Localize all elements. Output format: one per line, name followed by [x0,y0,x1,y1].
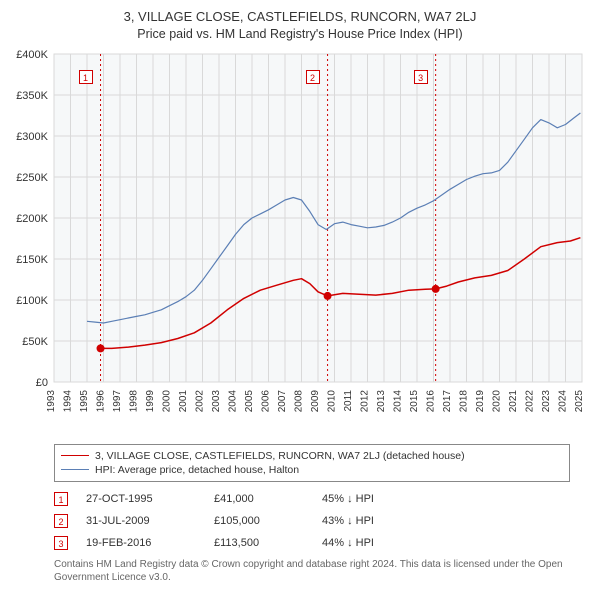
svg-text:£0: £0 [36,377,48,389]
svg-text:2024: 2024 [558,389,569,412]
transaction-price: £41,000 [214,493,304,505]
transaction-row: 1 27-OCT-1995 £41,000 45% ↓ HPI [54,488,570,510]
transaction-badge: 2 [54,514,68,528]
chart: £0 £50K £100K £150K £200K £250K £300K £350K £400… [10,48,590,438]
legend: 3, VILLAGE CLOSE, CASTLEFIELDS, RUNCORN,… [54,444,570,482]
svg-text:1994: 1994 [63,389,74,412]
legend-row: HPI: Average price, detached house, Halt… [61,463,563,477]
svg-text:2017: 2017 [442,389,453,412]
title-block: 3, VILLAGE CLOSE, CASTLEFIELDS, RUNCORN,… [10,8,590,44]
transaction-row: 3 19-FEB-2016 £113,500 44% ↓ HPI [54,532,570,554]
svg-text:2009: 2009 [310,389,321,412]
svg-text:1993: 1993 [46,389,57,412]
chart-marker-badge: 3 [414,70,428,84]
svg-text:2019: 2019 [475,389,486,412]
transactions-table: 1 27-OCT-1995 £41,000 45% ↓ HPI 2 31-JUL-2009… [54,488,570,554]
svg-text:2025: 2025 [574,389,585,412]
transaction-badge: 1 [54,492,68,506]
svg-text:2022: 2022 [525,389,536,412]
svg-text:2006: 2006 [261,389,272,412]
svg-text:£100K: £100K [16,295,48,307]
chart-marker-badge: 2 [306,70,320,84]
transaction-diff: 43% ↓ HPI [322,515,422,527]
svg-text:2008: 2008 [294,389,305,412]
legend-row: 3, VILLAGE CLOSE, CASTLEFIELDS, RUNCORN,… [61,449,563,463]
legend-swatch [61,469,89,470]
transaction-row: 2 31-JUL-2009 £105,000 43% ↓ HPI [54,510,570,532]
svg-text:2016: 2016 [426,389,437,412]
transaction-badge: 3 [54,536,68,550]
svg-text:1997: 1997 [112,389,123,412]
svg-text:£350K: £350K [16,90,48,102]
svg-text:2020: 2020 [492,389,503,412]
legend-label: 3, VILLAGE CLOSE, CASTLEFIELDS, RUNCORN,… [95,450,465,462]
svg-text:£200K: £200K [16,213,48,225]
svg-text:2011: 2011 [343,389,354,411]
svg-text:2013: 2013 [376,389,387,412]
legend-swatch [61,455,89,456]
title: 3, VILLAGE CLOSE, CASTLEFIELDS, RUNCORN,… [10,8,590,26]
svg-text:2023: 2023 [541,389,552,412]
svg-text:2002: 2002 [195,389,206,412]
chart-svg: £0 £50K £100K £150K £200K £250K £300K £350K £400… [10,48,590,438]
transaction-date: 27-OCT-1995 [86,493,196,505]
svg-text:1996: 1996 [96,389,107,412]
svg-text:2007: 2007 [277,389,288,412]
svg-text:2018: 2018 [459,389,470,412]
transaction-price: £105,000 [214,515,304,527]
transaction-diff: 45% ↓ HPI [322,493,422,505]
svg-text:2003: 2003 [211,389,222,412]
svg-text:2021: 2021 [508,389,519,412]
svg-text:£250K: £250K [16,172,48,184]
svg-text:2000: 2000 [162,389,173,412]
svg-text:2012: 2012 [360,389,371,412]
svg-text:£400K: £400K [16,49,48,61]
chart-marker-badge: 1 [79,70,93,84]
svg-text:2015: 2015 [409,389,420,412]
svg-text:2004: 2004 [228,389,239,412]
container: 3, VILLAGE CLOSE, CASTLEFIELDS, RUNCORN,… [0,0,600,591]
legend-label: HPI: Average price, detached house, Halt… [95,464,299,476]
svg-text:2010: 2010 [327,389,338,412]
transaction-price: £113,500 [214,537,304,549]
transaction-diff: 44% ↓ HPI [322,537,422,549]
svg-text:£50K: £50K [22,336,48,348]
svg-text:1998: 1998 [129,389,140,412]
svg-text:1995: 1995 [79,389,90,412]
subtitle: Price paid vs. HM Land Registry's House … [10,26,590,44]
svg-text:£300K: £300K [16,131,48,143]
svg-text:£150K: £150K [16,254,48,266]
svg-text:2014: 2014 [393,389,404,412]
transaction-date: 19-FEB-2016 [86,537,196,549]
footer-note: Contains HM Land Registry data © Crown c… [54,558,570,585]
svg-text:2005: 2005 [244,389,255,412]
svg-text:1999: 1999 [145,389,156,412]
transaction-date: 31-JUL-2009 [86,515,196,527]
svg-text:2001: 2001 [178,389,189,412]
